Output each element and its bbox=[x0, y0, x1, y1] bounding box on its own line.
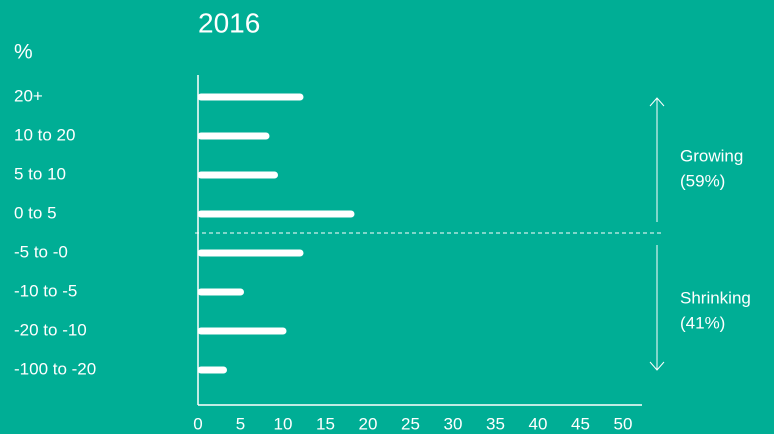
arrow-head bbox=[649, 361, 665, 371]
y-tick-label: -20 to -10 bbox=[14, 320, 87, 339]
x-tick-label: 5 bbox=[236, 414, 245, 433]
x-tick-label: 35 bbox=[486, 414, 505, 433]
annotation: Growing bbox=[680, 146, 743, 165]
x-tick-label: 40 bbox=[529, 414, 548, 433]
axis-label: % bbox=[14, 41, 33, 64]
x-tick-label: 15 bbox=[316, 414, 335, 433]
x-tick-label: 10 bbox=[274, 414, 293, 433]
y-tick-label: 10 to 20 bbox=[14, 125, 75, 144]
annotation: (41%) bbox=[680, 313, 725, 332]
chart-title: 2016 bbox=[198, 7, 260, 38]
arrows bbox=[649, 97, 665, 371]
x-tick-label: 0 bbox=[193, 414, 202, 433]
y-tick-label: -100 to -20 bbox=[14, 359, 96, 378]
y-tick-label: 20+ bbox=[14, 86, 43, 105]
x-tick-label: 30 bbox=[444, 414, 463, 433]
annotation: (59%) bbox=[680, 171, 725, 190]
x-tick-label: 20 bbox=[359, 414, 378, 433]
x-tick-label: 50 bbox=[614, 414, 633, 433]
y-tick-label: 0 to 5 bbox=[14, 203, 57, 222]
y-tick-label: 5 to 10 bbox=[14, 164, 66, 183]
y-tick-label: -10 to -5 bbox=[14, 281, 77, 300]
arrow-head bbox=[649, 97, 665, 107]
y-tick-label: -5 to -0 bbox=[14, 242, 68, 261]
annotation: Shrinking bbox=[680, 288, 751, 307]
x-tick-label: 45 bbox=[571, 414, 590, 433]
x-tick-label: 25 bbox=[401, 414, 420, 433]
